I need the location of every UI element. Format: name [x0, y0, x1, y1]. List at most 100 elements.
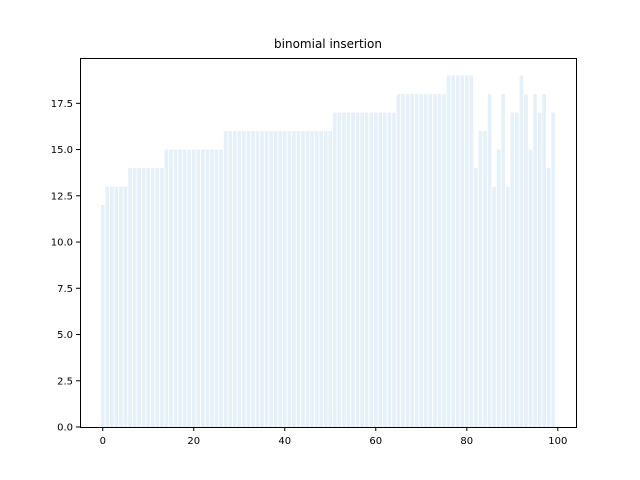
bar [269, 131, 273, 427]
bar [169, 149, 173, 427]
bar [314, 131, 319, 427]
bar [455, 75, 460, 428]
bar [114, 186, 119, 427]
bar [191, 149, 196, 427]
x-tick-label: 40 [278, 436, 291, 447]
bar [342, 112, 346, 428]
bar [478, 131, 483, 427]
bars [100, 75, 556, 428]
bar [237, 131, 242, 427]
bar [301, 131, 305, 427]
bar [360, 112, 364, 428]
bar [282, 131, 287, 427]
bar [355, 112, 360, 428]
bar [510, 112, 515, 428]
x-tick-label: 0 [100, 436, 106, 447]
bar [328, 131, 333, 427]
bar [187, 149, 192, 427]
bar [378, 112, 383, 428]
bar [260, 131, 264, 427]
bar [496, 149, 501, 427]
x-tick-label: 20 [187, 436, 200, 447]
bar [428, 94, 433, 427]
bar [483, 131, 487, 427]
bar [401, 94, 405, 427]
bar [451, 75, 455, 428]
bar [492, 186, 496, 427]
bar [246, 131, 251, 427]
bar [524, 94, 528, 427]
bar [278, 131, 283, 427]
x-tick-label: 80 [460, 436, 473, 447]
bar [537, 112, 542, 428]
bar [474, 168, 478, 428]
bar [446, 75, 451, 428]
bar [533, 94, 537, 427]
bar [150, 168, 155, 428]
bar [119, 186, 123, 427]
y-tick-label: 12.5 [51, 191, 73, 202]
bar [123, 186, 128, 427]
bar [419, 94, 424, 427]
bar [542, 94, 546, 427]
bar [505, 186, 510, 427]
bar [128, 168, 132, 428]
bar [346, 112, 351, 428]
bar [273, 131, 278, 427]
bar [405, 94, 410, 427]
bar [241, 131, 246, 427]
bar [364, 112, 369, 428]
bar [383, 112, 387, 428]
bar [232, 131, 237, 427]
bar [333, 112, 337, 428]
bar [351, 112, 355, 428]
bar [392, 112, 396, 428]
bar [323, 131, 328, 427]
bar [319, 131, 323, 427]
bar [228, 131, 232, 427]
bar [442, 94, 446, 427]
bar [387, 112, 392, 428]
y-tick-label: 10.0 [51, 238, 73, 249]
bar [146, 168, 151, 428]
bar [178, 149, 182, 427]
bar [255, 131, 260, 427]
bar [337, 112, 342, 428]
bar [173, 149, 178, 427]
bar [515, 112, 519, 428]
bar [551, 112, 556, 428]
bar [205, 149, 210, 427]
bar [424, 94, 428, 427]
bar [305, 131, 310, 427]
y-tick-label: 15.0 [51, 145, 73, 156]
bar [546, 168, 551, 428]
axes: 0 20 40 60 80 100 0.0 2.5 5.0 7.5 10.0 12.5 15.0 17.5 [51, 99, 568, 447]
y-tick-label: 2.5 [57, 376, 73, 387]
bar [155, 168, 160, 428]
bar [410, 94, 415, 427]
bar [251, 131, 255, 427]
bar [201, 149, 205, 427]
bar [287, 131, 292, 427]
x-tick-label: 60 [369, 436, 382, 447]
bar [264, 131, 269, 427]
bar [164, 149, 169, 427]
y-tick-label: 0.0 [57, 423, 73, 434]
y-tick-label: 5.0 [57, 330, 73, 341]
bar [369, 112, 374, 428]
bar [196, 149, 201, 427]
x-tick-label: 100 [548, 436, 567, 447]
bar [433, 94, 437, 427]
bar [437, 94, 442, 427]
bar [469, 75, 474, 428]
bar [487, 94, 492, 427]
bar [160, 168, 164, 428]
bar [219, 149, 223, 427]
bar [414, 94, 419, 427]
bar [210, 149, 214, 427]
bar [100, 205, 105, 427]
bar [214, 149, 219, 427]
plot-frame [80, 58, 577, 428]
y-tick-label: 17.5 [51, 99, 73, 110]
